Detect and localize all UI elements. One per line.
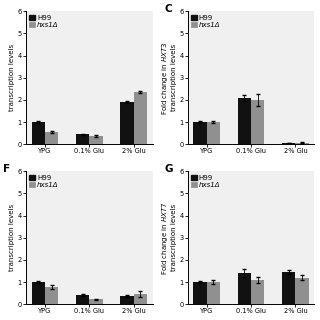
Bar: [45, 287, 58, 304]
Y-axis label: transcription levels: transcription levels: [9, 204, 15, 271]
Bar: [120, 296, 133, 304]
Bar: [295, 278, 309, 304]
Legend: H99, hxs1Δ: H99, hxs1Δ: [27, 12, 60, 30]
Bar: [282, 143, 295, 144]
Bar: [238, 98, 251, 144]
Bar: [89, 136, 102, 144]
Bar: [32, 282, 45, 304]
Bar: [282, 272, 295, 304]
Bar: [251, 100, 264, 144]
Bar: [207, 122, 220, 144]
Bar: [32, 122, 45, 144]
Bar: [133, 92, 147, 144]
Bar: [207, 282, 220, 304]
Bar: [238, 273, 251, 304]
Y-axis label: Fold change in $\mathit{HXT3}$
transcription levels: Fold change in $\mathit{HXT3}$ transcrip…: [160, 41, 177, 115]
Bar: [89, 300, 102, 304]
Text: G: G: [165, 164, 173, 174]
Text: C: C: [165, 4, 172, 14]
Y-axis label: Fold change in $\mathit{HXT7}$
transcription levels: Fold change in $\mathit{HXT7}$ transcrip…: [160, 201, 177, 275]
Legend: H99, hxs1Δ: H99, hxs1Δ: [189, 172, 222, 190]
Bar: [45, 132, 58, 144]
Y-axis label: transcription levels: transcription levels: [9, 44, 15, 111]
Bar: [251, 280, 264, 304]
Legend: H99, hxs1Δ: H99, hxs1Δ: [189, 12, 222, 30]
Bar: [194, 122, 207, 144]
Bar: [133, 294, 147, 304]
Text: F: F: [3, 164, 10, 174]
Bar: [76, 134, 89, 144]
Bar: [295, 142, 309, 144]
Legend: H99, hxs1Δ: H99, hxs1Δ: [27, 172, 60, 190]
Bar: [76, 295, 89, 304]
Bar: [120, 102, 133, 144]
Bar: [194, 282, 207, 304]
